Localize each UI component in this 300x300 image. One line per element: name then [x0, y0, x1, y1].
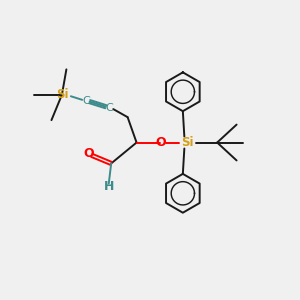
Text: H: H [103, 180, 114, 193]
Text: O: O [83, 147, 94, 161]
Text: Si: Si [56, 88, 68, 101]
Text: C: C [82, 96, 90, 106]
Text: O: O [155, 136, 166, 149]
Text: Si: Si [181, 136, 194, 149]
Text: C: C [106, 103, 114, 112]
